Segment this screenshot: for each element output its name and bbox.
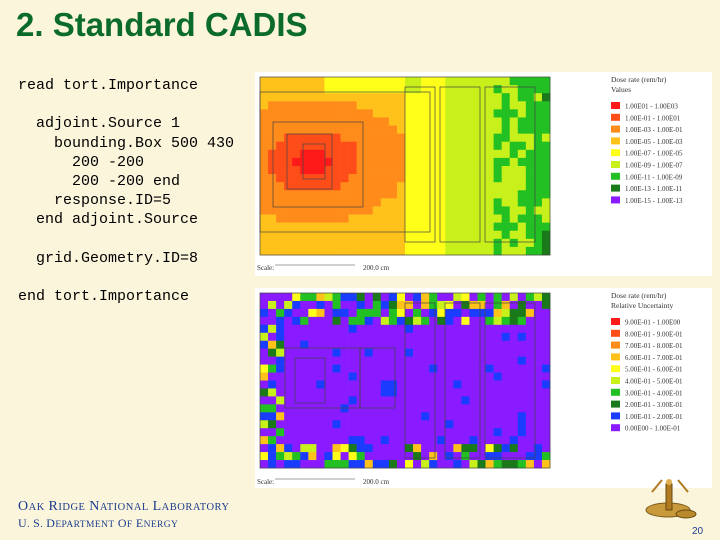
relative-uncertainty-plot: Dose rate (rem/hr) Relative Uncertainty 9.…: [255, 288, 712, 488]
legend-label: 1.00E-01 - 2.00E-01: [625, 413, 683, 421]
legend-label: 1.00E01 - 1.00E03: [625, 103, 678, 111]
legend-label: 1.00E-09 - 1.00E-07: [625, 162, 683, 170]
legend-subtitle: Relative Uncertainty: [611, 301, 674, 310]
code-line: read tort.Importance: [18, 77, 199, 94]
legend-swatch: [611, 424, 620, 432]
legend-label: 1.00E-05 - 1.00E-03: [625, 138, 683, 146]
legend-subtitle: Values: [611, 85, 631, 94]
footer-department: U. S. DEPARTMENT OF ENERGY: [18, 516, 179, 530]
scale-value: 200.0 cm: [363, 264, 390, 272]
code-line: [18, 268, 234, 287]
legend-label: 1.00E-07 - 1.00E-05: [625, 150, 683, 158]
legend-label: 2.00E-01 - 3.00E-01: [625, 401, 683, 409]
legend-swatch: [611, 329, 620, 337]
legend-label: 9.00E-01 - 1.00E00: [625, 319, 681, 327]
legend-title: Dose rate (rem/hr): [611, 75, 667, 84]
legend-swatch: [611, 196, 620, 204]
footer-organization: OAK RIDGE NATIONAL LABORATORY: [18, 499, 230, 514]
code-line: [18, 230, 234, 249]
legend-label: 1.00E-15 - 1.00E-13: [625, 197, 683, 205]
slide-title: 2. Standard CADIS: [16, 6, 308, 43]
legend-label: 1.00E-13 - 1.00E-11: [625, 185, 683, 193]
legend-swatch: [611, 137, 620, 145]
code-line: 200 -200 end: [18, 173, 181, 191]
code-line: bounding.Box 500 430: [18, 134, 235, 152]
code-line: end adjoint.Source: [18, 211, 199, 229]
legend-label: 1.00E-11 - 1.00E-09: [625, 173, 683, 181]
ornl-logo-icon: [645, 479, 697, 519]
legend-swatch: [611, 318, 620, 325]
legend-swatch: [611, 102, 620, 109]
legend-swatch: [611, 377, 620, 384]
legend-swatch: [611, 125, 620, 133]
code-line: end tort.Importance: [18, 288, 190, 306]
legend-label: 7.00E-01 - 8.00E-01: [625, 342, 683, 350]
legend-label: 1.00E-03 - 1.00E-01: [625, 126, 683, 134]
legend-swatch: [611, 149, 620, 157]
page-number: 20: [692, 526, 704, 537]
code-line: [18, 95, 234, 114]
legend-swatch: [611, 400, 620, 408]
legend-label: 5.00E-01 - 6.00E-01: [625, 366, 683, 374]
dose-rate-values-plot: Dose rate (rem/hr) Values 1.00E01 - 1.00E0…: [255, 72, 712, 276]
legend-swatch: [611, 341, 620, 349]
code-line: grid.Geometry.ID=8: [18, 249, 199, 267]
legend-swatch: [611, 184, 620, 192]
code-block: read tort.Importance adjoint.Source 1 bo…: [18, 76, 234, 306]
scale-value: 200.0 cm: [363, 478, 390, 486]
legend-swatch: [611, 353, 620, 361]
legend-swatch: [611, 161, 620, 168]
scale-label: Scale:: [257, 478, 274, 486]
legend-swatch: [611, 113, 620, 121]
legend-label: 3.00E-01 - 4.00E-01: [625, 389, 683, 397]
legend-label: 8.00E-01 - 9.00E-01: [625, 330, 683, 338]
legend-label: 1.00E-01 - 1.00E01: [625, 114, 681, 122]
relative-uncertainty-figure: Dose rate (rem/hr)Relative Uncertainty 9.…: [257, 291, 712, 486]
code-line: response.ID=5: [18, 192, 172, 210]
legend-label: 0.00E00 - 1.00E-01: [625, 425, 681, 433]
legend-swatch: [611, 365, 620, 373]
legend-title: Dose rate (rem/hr): [611, 291, 667, 300]
scale-label: Scale:: [257, 264, 274, 272]
legend-swatch: [611, 388, 620, 396]
legend-label: 4.00E-01 - 5.00E-01: [625, 378, 683, 386]
legend-swatch: [611, 172, 620, 180]
legend-label: 6.00E-01 - 7.00E-01: [625, 354, 683, 362]
dose-rate-values-figure: Dose rate (rem/hr)Values 1.00E01 - 1.00E0…: [257, 75, 712, 272]
code-line: adjoint.Source 1: [18, 115, 181, 133]
legend-swatch: [611, 412, 620, 420]
code-line: 200 -200: [18, 153, 145, 171]
